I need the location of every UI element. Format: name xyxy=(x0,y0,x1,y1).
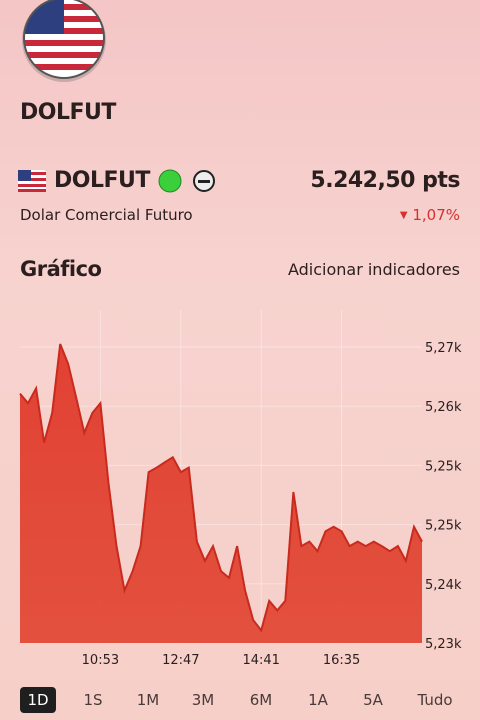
range-tab[interactable]: 6M xyxy=(249,691,273,709)
line xyxy=(19,343,423,633)
quote-description: Dolar Comercial Futuro xyxy=(20,206,193,224)
quote-symbol: DOLFUT xyxy=(54,168,150,193)
y-tick-label: 5,26k xyxy=(425,400,462,415)
down-arrow: ▼ xyxy=(399,210,408,221)
section-title: Gráfico xyxy=(20,257,102,281)
chart: 5,23k 5,24k 5,25k 5,25k 5,26k 5,27k 10:53 12:47… xyxy=(19,341,462,668)
range-tab[interactable]: 3M xyxy=(191,691,215,709)
y-tick-label: 5,25k xyxy=(425,519,462,534)
x-tick-label: 10:53 xyxy=(82,653,119,668)
page-title: DOLFUT xyxy=(20,100,116,125)
x-tick-label: 12:47 xyxy=(162,653,199,668)
range-tab[interactable]: 1A xyxy=(308,691,328,709)
area xyxy=(20,344,422,643)
x-tick-label: 14:41 xyxy=(242,653,279,668)
y-tick-label: 5,27k xyxy=(425,341,462,356)
range-tab[interactable]: 5A xyxy=(363,691,383,709)
quote-change-box: ▼ 1,07% xyxy=(400,206,460,224)
small-flag xyxy=(18,170,46,192)
y-tick-label: 5,23k xyxy=(425,637,462,652)
range-tab[interactable]: 1S xyxy=(83,691,103,709)
add-indicators[interactable]: Adicionar indicadores xyxy=(287,260,460,279)
y-tick-label: 5,25k xyxy=(425,459,462,474)
flag-icon xyxy=(22,0,106,82)
quote-change: 1,07% xyxy=(412,206,460,224)
range-tab[interactable]: Tudo xyxy=(417,691,453,709)
y-tick-label: 5,24k xyxy=(425,578,462,593)
range-tab[interactable]: 1D xyxy=(20,687,56,713)
status-icons xyxy=(158,169,215,193)
range-tab[interactable]: 1M xyxy=(136,691,160,709)
x-tick-label: 16:35 xyxy=(323,653,360,668)
quote-price: 5.242,50 pts xyxy=(310,168,460,193)
